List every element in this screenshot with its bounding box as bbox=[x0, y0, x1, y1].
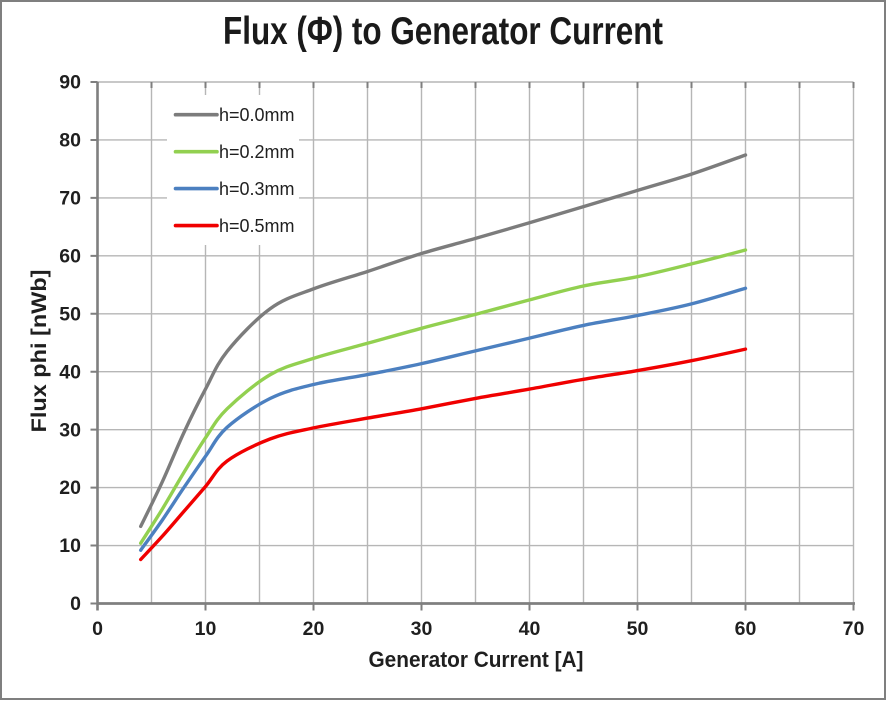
svg-text:60: 60 bbox=[735, 618, 757, 640]
svg-text:Generator Current [A]: Generator Current [A] bbox=[369, 647, 584, 672]
svg-text:Flux phi [nWb]: Flux phi [nWb] bbox=[28, 270, 51, 433]
svg-text:20: 20 bbox=[59, 477, 81, 499]
svg-text:50: 50 bbox=[59, 303, 81, 325]
svg-text:60: 60 bbox=[59, 245, 81, 267]
svg-text:40: 40 bbox=[59, 361, 81, 383]
svg-text:h=0.3mm: h=0.3mm bbox=[219, 179, 295, 199]
svg-text:30: 30 bbox=[59, 419, 81, 441]
svg-text:10: 10 bbox=[59, 535, 81, 557]
svg-text:h=0.2mm: h=0.2mm bbox=[219, 142, 295, 162]
svg-text:Flux (Φ) to Generator Current: Flux (Φ) to Generator Current bbox=[223, 10, 663, 53]
svg-text:10: 10 bbox=[195, 618, 217, 640]
svg-text:h=0.5mm: h=0.5mm bbox=[219, 216, 295, 236]
svg-text:0: 0 bbox=[92, 618, 103, 640]
svg-text:40: 40 bbox=[519, 618, 541, 640]
svg-text:20: 20 bbox=[303, 618, 325, 640]
svg-text:90: 90 bbox=[59, 72, 81, 94]
svg-text:70: 70 bbox=[59, 188, 81, 210]
svg-text:0: 0 bbox=[70, 593, 81, 615]
svg-text:80: 80 bbox=[59, 130, 81, 152]
svg-text:h=0.0mm: h=0.0mm bbox=[219, 105, 295, 125]
svg-text:30: 30 bbox=[411, 618, 433, 640]
svg-text:50: 50 bbox=[627, 618, 649, 640]
svg-text:70: 70 bbox=[843, 618, 865, 640]
